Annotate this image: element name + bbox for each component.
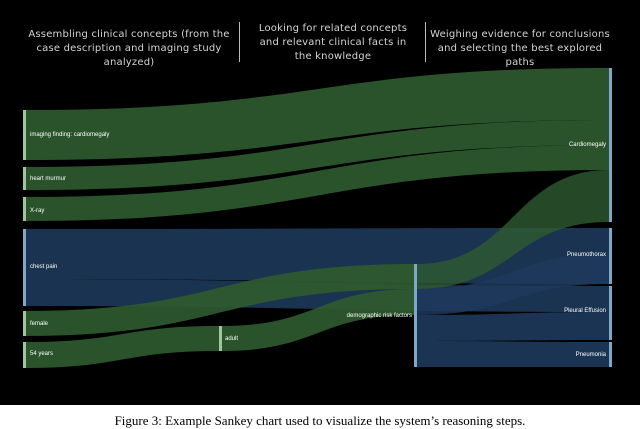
- node-label-xray: X-ray: [30, 208, 44, 214]
- node-label-imaging: imaging finding: cardiomegaly: [30, 132, 109, 138]
- link-xray-to-cardio: [26, 145, 609, 221]
- node-murmur: [23, 167, 26, 190]
- node-effusion: [609, 286, 612, 340]
- node-xray: [23, 197, 26, 221]
- sankey-chart: Assembling clinical concepts (from the c…: [0, 0, 640, 405]
- node-label-murmur: heart murmur: [30, 176, 66, 182]
- sankey-svg: imaging finding: cardiomegaly heart murmu…: [23, 68, 612, 368]
- node-cardio: [609, 68, 612, 222]
- node-label-adult: adult: [225, 336, 238, 342]
- node-label-cardio: Cardiomegaly: [569, 142, 606, 148]
- node-demo: [414, 264, 417, 367]
- node-label-female: female: [30, 321, 49, 327]
- figure-caption: Figure 3: Example Sankey chart used to v…: [114, 413, 526, 428]
- link-female-to-demo: [26, 264, 414, 336]
- node-pneumothorax: [609, 228, 612, 284]
- node-label-age: 54 years: [30, 351, 53, 357]
- node-label-effusion: Pleural Effusion: [564, 308, 606, 314]
- link-murmur-to-cardio: [26, 120, 609, 190]
- header-separator-1: [239, 22, 240, 62]
- node-pneumonia: [609, 342, 612, 367]
- node-imaging: [23, 110, 26, 160]
- node-label-pneumonia: Pneumonia: [576, 352, 607, 358]
- link-demo-to-effusion: [417, 312, 609, 341]
- stage-header-2: Looking for related concepts and relevan…: [258, 23, 408, 62]
- node-label-demo: demographic risk factors: [347, 313, 412, 319]
- node-label-pneumothorax: Pneumothorax: [567, 252, 606, 258]
- stage-header-1: Assembling clinical concepts (from the c…: [28, 29, 230, 68]
- header-separator-2: [425, 22, 426, 62]
- stage-header-3: Weighing evidence for conclusions and se…: [430, 29, 610, 68]
- link-imaging-to-cardio: [26, 68, 609, 160]
- node-label-chestpain: chest pain: [30, 264, 57, 270]
- link-demo-to-pneumothorax: [417, 254, 609, 315]
- node-female: [23, 311, 26, 336]
- link-demo-to-cardio: [417, 170, 609, 289]
- link-demo-to-pneumonia: [417, 341, 609, 367]
- link-chestpain-to-pneumothorax: [26, 228, 609, 254]
- link-adult-to-demo: [222, 289, 414, 351]
- node-adult: [219, 326, 222, 351]
- node-chestpain: [23, 229, 26, 306]
- link-age-to-adult: [26, 326, 219, 368]
- node-age: [23, 342, 26, 368]
